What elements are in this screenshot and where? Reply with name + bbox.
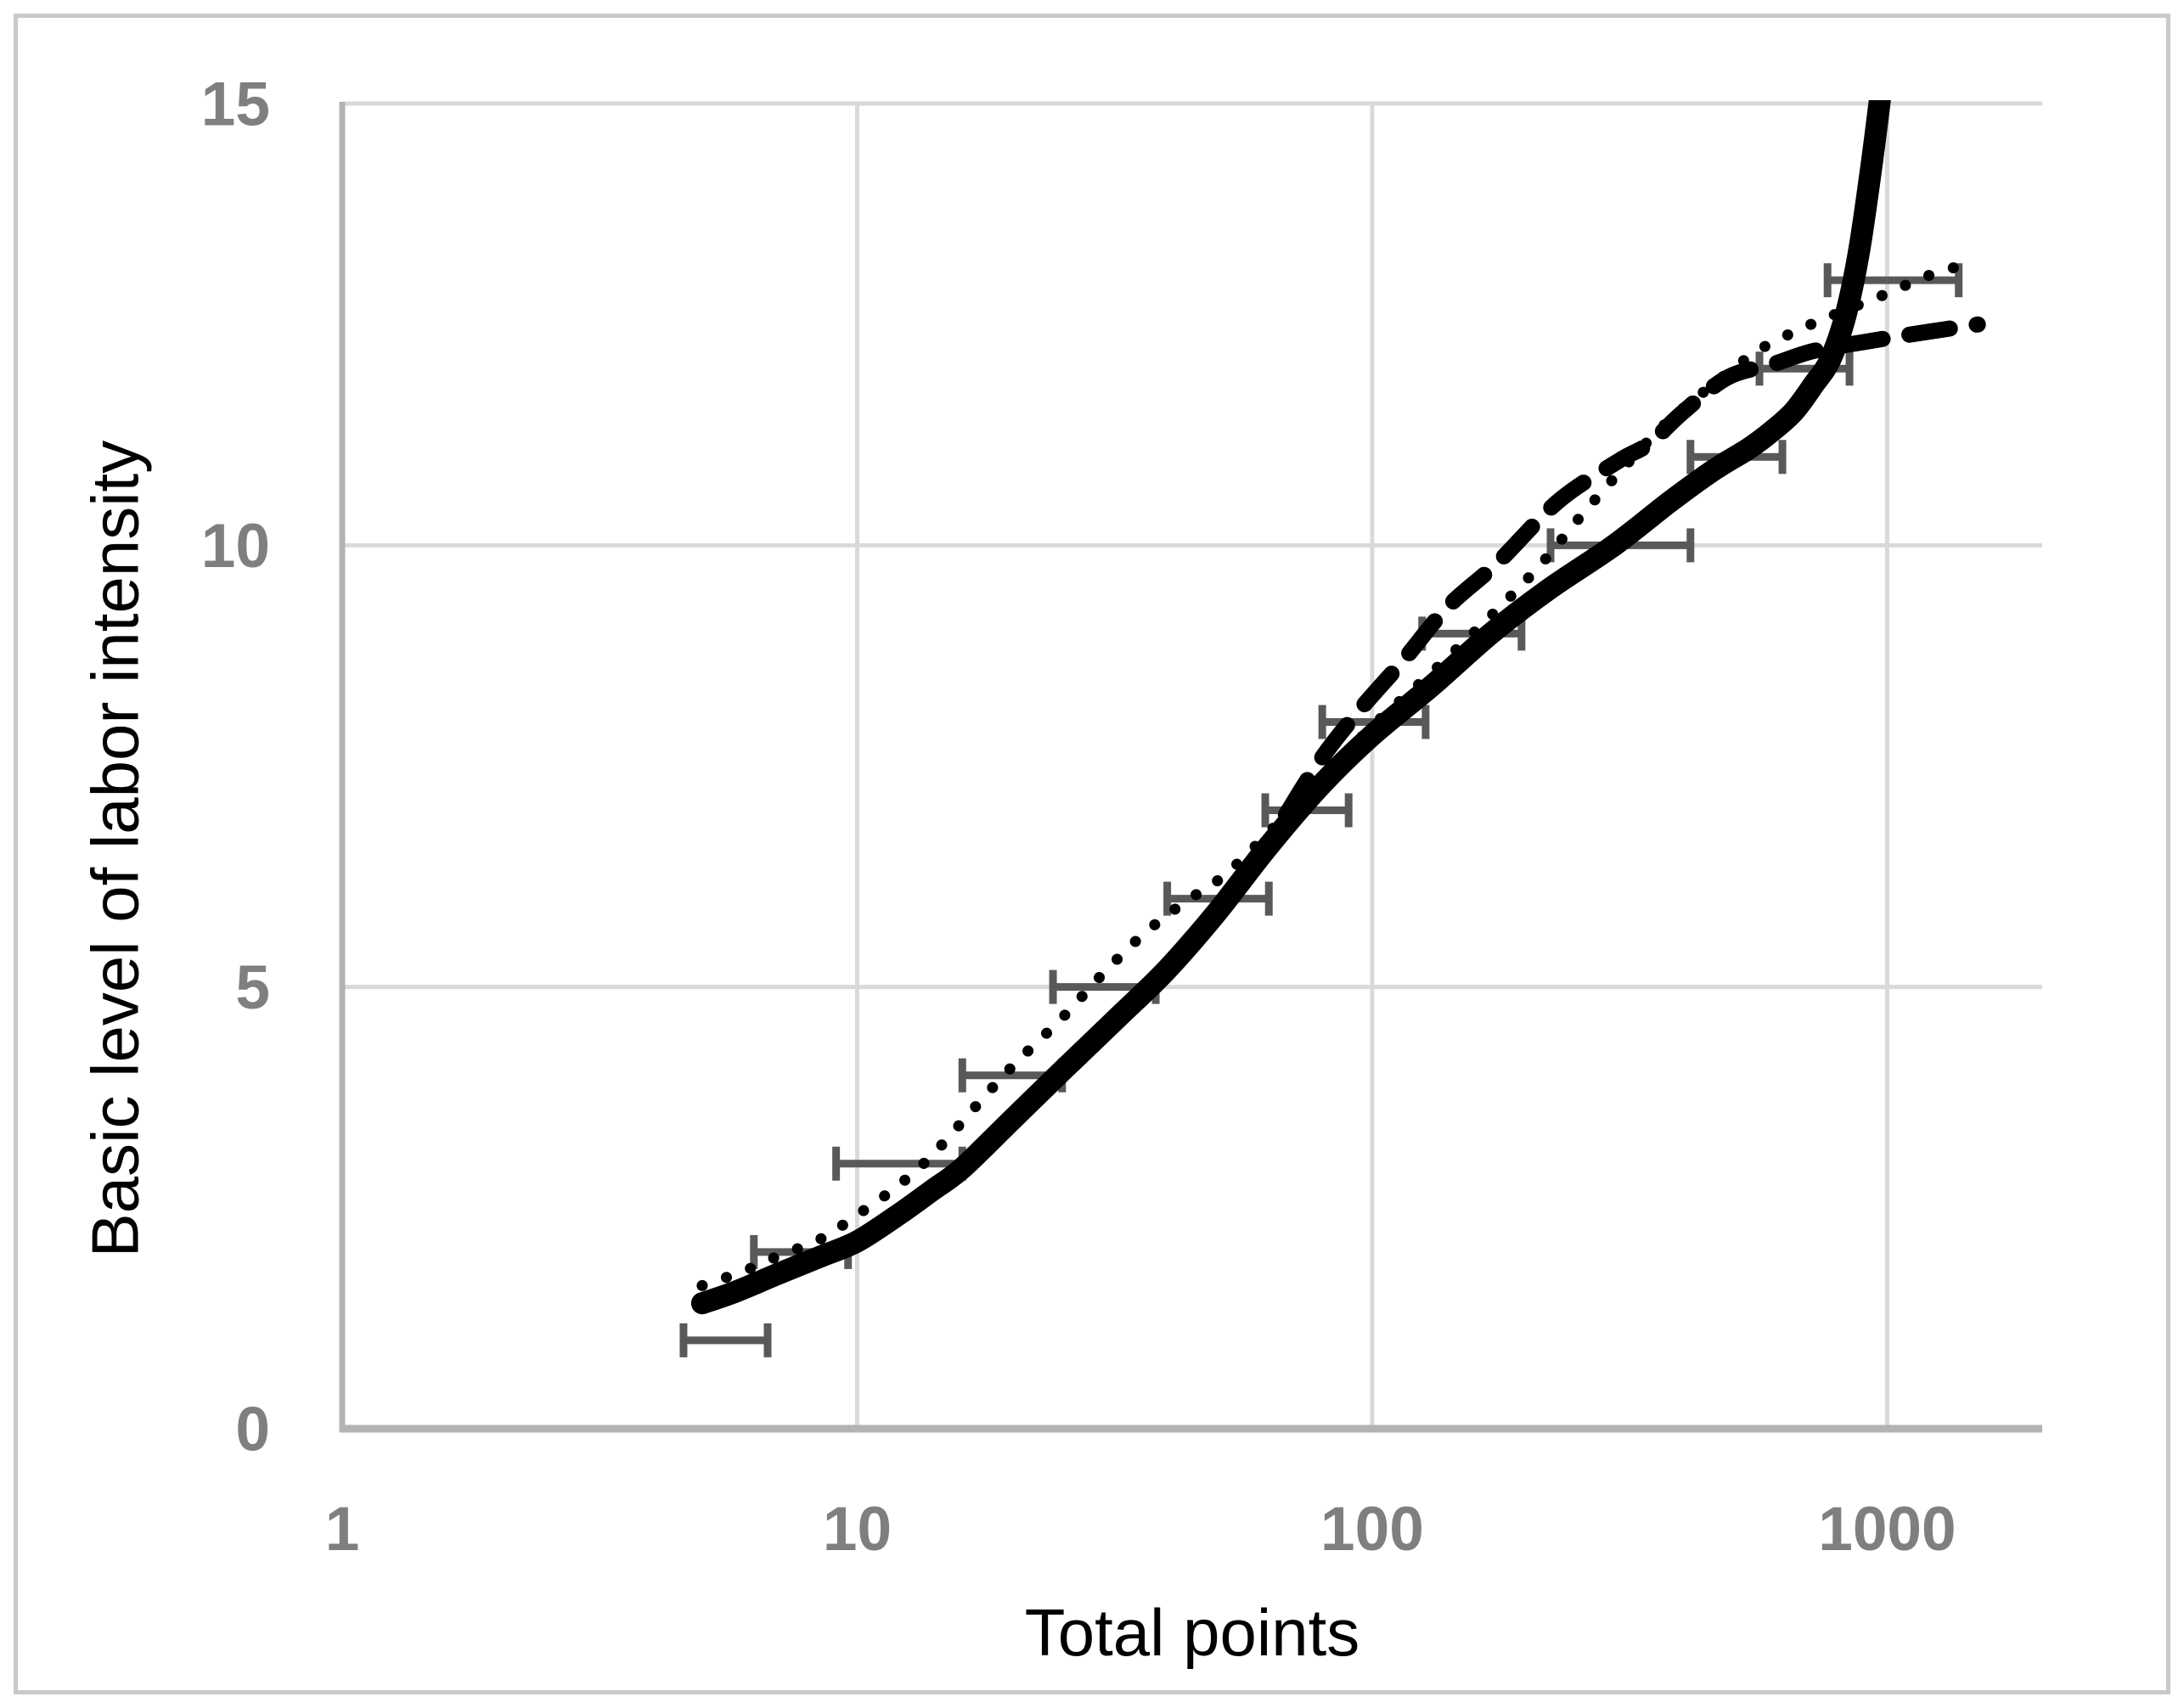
y-tick-label: 0 [235, 1396, 270, 1464]
x-tick-label: 1 [325, 1495, 360, 1564]
series-dashed-curve [1277, 316, 1986, 823]
series-solid-thick-curve [690, 100, 1891, 1315]
x-axis-title: Total points [1024, 1595, 1360, 1670]
x-tick-label: 100 [1320, 1495, 1424, 1564]
figure-border [14, 14, 2170, 1694]
y-axis-title: Basic level of labor intensity [77, 440, 153, 1258]
y-tick-label: 10 [201, 512, 270, 581]
y-tick-label: 15 [201, 70, 270, 139]
y-tick-label: 5 [235, 953, 270, 1022]
x-tick-label: 10 [823, 1495, 892, 1564]
x-tick-label: 1000 [1818, 1495, 1956, 1564]
